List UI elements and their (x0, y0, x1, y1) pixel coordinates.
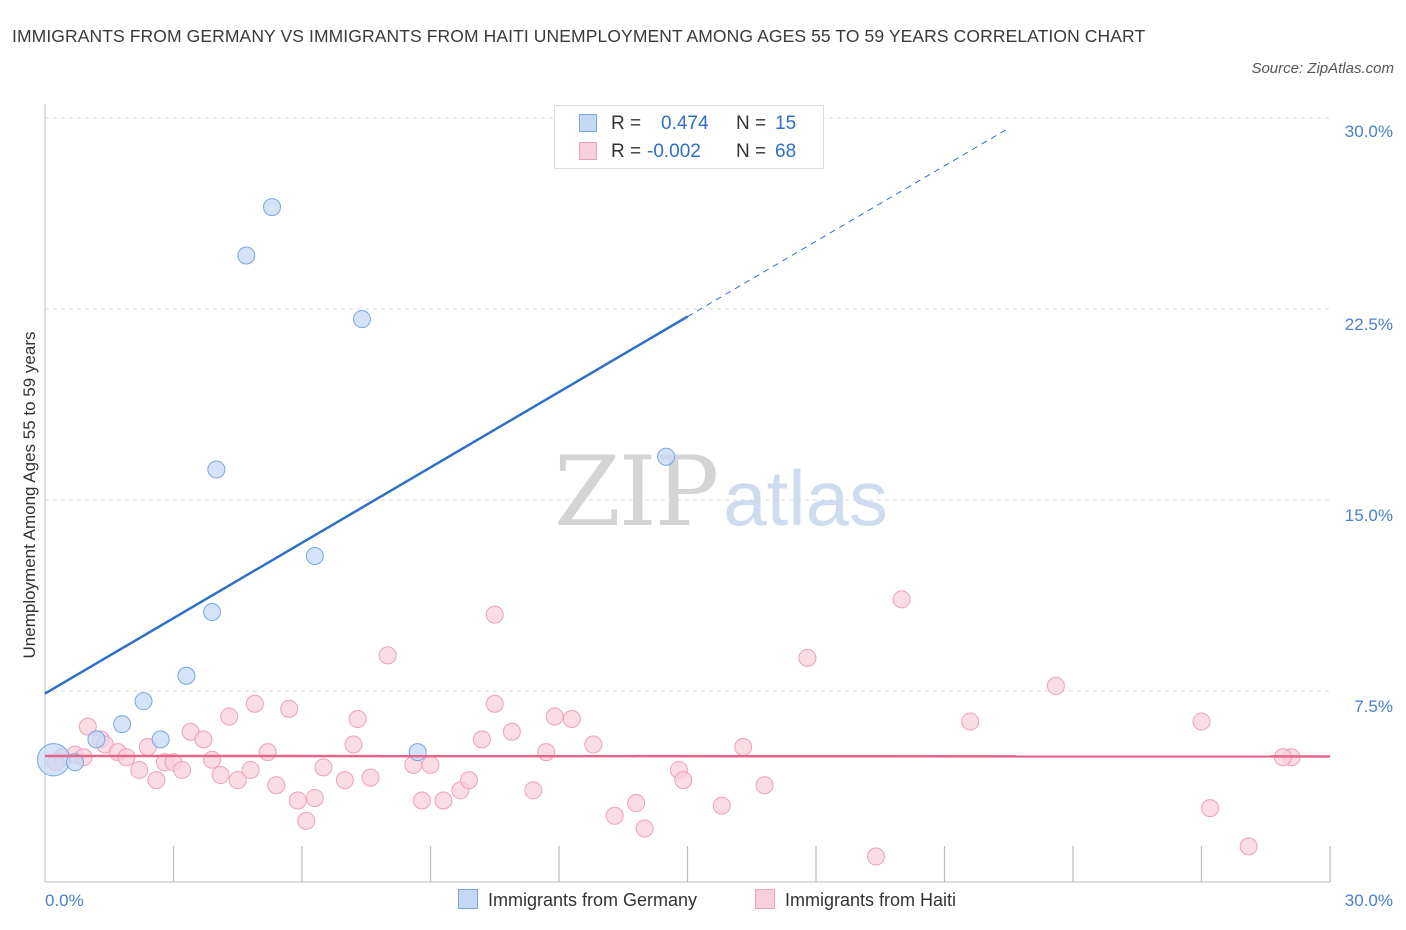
point-germany (134, 692, 153, 711)
point-haiti (734, 738, 753, 757)
legend-germany-r-label: R = (611, 113, 642, 134)
trendline-germany-extension (687, 127, 1010, 318)
point-germany (305, 547, 324, 566)
bottom-legend-label-haiti: Immigrants from Haiti (785, 890, 957, 910)
point-haiti (147, 771, 166, 790)
trendline-germany (44, 315, 689, 695)
point-haiti (798, 648, 817, 667)
point-haiti (267, 776, 286, 795)
chart-title: IMMIGRANTS FROM GERMANY VS IMMIGRANTS FR… (12, 26, 1146, 46)
point-haiti (961, 712, 980, 731)
point-haiti (524, 781, 543, 800)
watermark-atlas: atlas (723, 454, 888, 542)
point-haiti (361, 768, 380, 787)
point-haiti (78, 717, 97, 736)
legend-haiti-n-label: N = (736, 141, 767, 162)
point-germany (203, 603, 222, 622)
point-germany (207, 460, 226, 479)
point-haiti (485, 605, 504, 624)
point-haiti (280, 699, 299, 718)
point-germany (657, 447, 676, 466)
legend-swatch-germany (579, 114, 597, 132)
watermark: ZIPatlas (554, 436, 888, 548)
point-haiti (712, 796, 731, 815)
point-haiti (297, 811, 316, 830)
point-haiti (203, 750, 222, 769)
legend-haiti-n-value: 68 (775, 141, 797, 162)
legend-haiti-r-value: -0.002 (647, 141, 701, 162)
legend-swatch-haiti (579, 142, 597, 160)
point-germany (237, 246, 256, 265)
bottom-legend-swatch-haiti (755, 889, 775, 909)
point-haiti (335, 771, 354, 790)
bottom-legend-haiti: Immigrants from Haiti (755, 889, 956, 911)
y-tick-label-15: 15.0% (1344, 506, 1393, 525)
point-haiti (635, 819, 654, 838)
point-haiti (245, 694, 264, 713)
point-haiti (674, 771, 693, 790)
point-germany (65, 753, 84, 772)
legend-germany-r-value: 0.474 (661, 113, 709, 134)
point-haiti (537, 743, 556, 762)
y-tick-label-22-5: 22.5% (1344, 315, 1393, 334)
point-haiti (220, 707, 239, 726)
point-haiti (211, 766, 230, 785)
y-tick-label-30: 30.0% (1344, 122, 1393, 141)
point-haiti (866, 847, 885, 866)
point-haiti (194, 730, 213, 749)
bottom-legend-swatch-germany (458, 889, 478, 909)
watermark-zip: ZIP (554, 436, 719, 548)
point-haiti (472, 730, 491, 749)
point-haiti (305, 788, 324, 807)
legend-haiti-r-label: R = (611, 141, 642, 162)
bottom-legend-germany: Immigrants from Germany (458, 889, 697, 911)
y-axis-label: Unemployment Among Ages 55 to 59 years (20, 331, 39, 659)
correlation-legend: R = 0.474 N = 15 R = -0.002 N = 68 (554, 105, 824, 169)
y-tick-label-7-5: 7.5% (1354, 697, 1393, 716)
point-haiti (1192, 712, 1211, 731)
point-germany (87, 730, 106, 749)
x-tick-label-0: 0.0% (45, 891, 84, 910)
point-germany (263, 198, 282, 217)
point-haiti (545, 707, 564, 726)
point-haiti (755, 776, 774, 795)
point-haiti (241, 760, 260, 779)
chart-source: Source: ZipAtlas.com (1251, 60, 1394, 77)
point-haiti (258, 743, 277, 762)
point-haiti (348, 710, 367, 729)
point-haiti (627, 794, 646, 813)
point-haiti (1201, 799, 1220, 818)
point-germany (36, 743, 71, 777)
point-haiti (344, 735, 363, 754)
point-haiti (1046, 676, 1065, 695)
point-germany (177, 666, 196, 685)
trendline-haiti (44, 754, 1331, 758)
point-haiti (502, 722, 521, 741)
point-haiti (485, 694, 504, 713)
point-haiti (228, 771, 247, 790)
point-haiti (584, 735, 603, 754)
point-haiti (892, 590, 911, 609)
bottom-legend-label-germany: Immigrants from Germany (488, 890, 698, 910)
point-haiti (1239, 837, 1258, 856)
point-haiti (173, 760, 192, 779)
point-germany (151, 730, 170, 749)
point-germany (408, 743, 427, 762)
point-haiti (314, 758, 333, 777)
point-haiti (605, 806, 624, 825)
point-haiti (288, 791, 307, 810)
legend-germany-n-label: N = (736, 113, 767, 134)
x-tick-label-30: 30.0% (1344, 891, 1393, 910)
point-haiti (421, 755, 440, 774)
point-haiti (460, 771, 479, 790)
legend-germany-n-value: 15 (775, 113, 797, 134)
point-haiti (562, 710, 581, 729)
point-germany (113, 715, 132, 734)
point-haiti (412, 791, 431, 810)
point-germany (352, 310, 371, 329)
point-haiti (130, 760, 149, 779)
point-haiti (378, 646, 397, 665)
point-haiti (434, 791, 453, 810)
